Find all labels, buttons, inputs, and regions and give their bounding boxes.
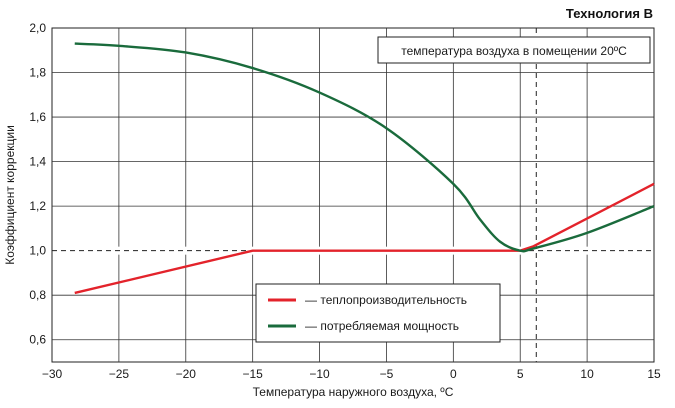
x-tick-label: −20	[176, 367, 197, 381]
x-tick-label: −10	[309, 367, 330, 381]
x-axis-ticks: −30 −25 −20 −15 −10 −5 0 5 10 15	[42, 367, 661, 381]
x-tick-label: 5	[517, 367, 524, 381]
y-tick-label: 1,0	[29, 244, 46, 258]
x-tick-label: −30	[42, 367, 63, 381]
x-tick-label: 10	[580, 367, 594, 381]
legend: — теплопроизводительность — потребляемая…	[255, 283, 501, 343]
x-tick-label: 0	[450, 367, 457, 381]
y-tick-label: 1,6	[29, 110, 46, 124]
y-tick-label: 1,4	[29, 155, 46, 169]
y-tick-label: 1,2	[29, 199, 46, 213]
series-layer	[74, 42, 655, 295]
annotation-box: температура воздуха в помещении 20ºC	[377, 36, 651, 64]
y-tick-label: 2,0	[29, 21, 46, 35]
chart-title: Технология B	[566, 6, 653, 21]
y-tick-label: 0,6	[29, 333, 46, 347]
y-tick-label: 1,8	[29, 66, 46, 80]
x-tick-label: −5	[380, 367, 394, 381]
series-line-power-consumption	[74, 42, 655, 253]
y-axis-ticks: 0,6 0,8 1,0 1,2 1,4 1,6 1,8 2,0	[29, 21, 46, 347]
x-tick-label: −25	[109, 367, 130, 381]
x-tick-label: −15	[242, 367, 263, 381]
y-tick-label: 0,8	[29, 288, 46, 302]
y-axis-label: Коэффициент коррекции	[3, 125, 17, 265]
legend-label-heat-output: — теплопроизводительность	[305, 293, 467, 307]
legend-label-power-consumption: — потребляемая мощность	[305, 319, 459, 333]
annotation-text: температура воздуха в помещении 20ºC	[401, 44, 627, 58]
x-tick-label: 15	[647, 367, 661, 381]
x-axis-label: Температура наружного воздуха, ºC	[253, 385, 454, 399]
